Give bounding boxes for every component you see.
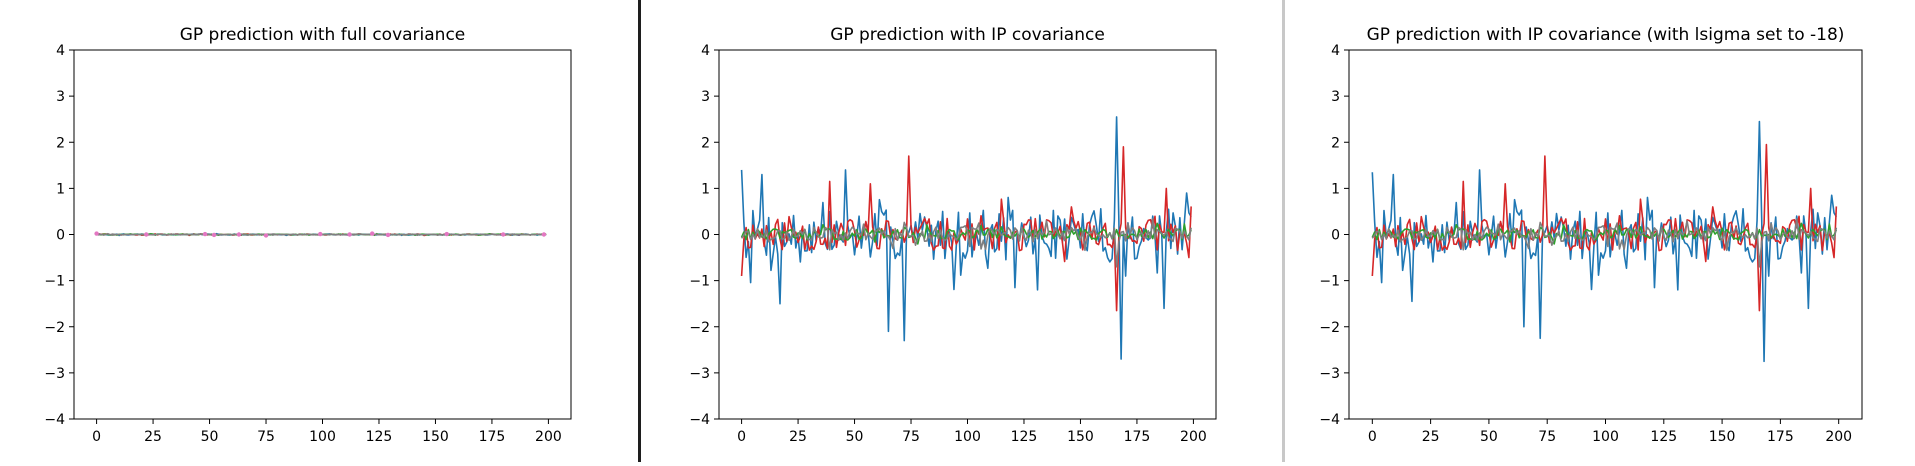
x-tick-label: 200 (1180, 429, 1207, 445)
x-tick-label: 175 (479, 429, 506, 445)
x-tick-label: 75 (257, 429, 275, 445)
y-tick-label: 0 (1331, 228, 1340, 244)
x-tick-label: 50 (846, 429, 864, 445)
y-tick-label: 4 (56, 43, 65, 59)
x-tick-label: 100 (1592, 429, 1619, 445)
x-tick-label: 150 (422, 429, 449, 445)
data-point (202, 231, 208, 237)
x-tick-label: 50 (1480, 429, 1498, 445)
y-tick-label: 4 (701, 43, 710, 59)
y-tick-label: −1 (1319, 274, 1340, 290)
x-tick-label: 200 (1825, 429, 1852, 445)
x-tick-label: 100 (954, 429, 981, 445)
data-point (211, 232, 217, 238)
chart-panel-1: GP prediction with full covariance −4 −3 −2… (0, 0, 640, 462)
y-tick-label: 2 (1331, 135, 1340, 151)
y-tick-label: −1 (689, 274, 710, 290)
data-point (370, 231, 375, 236)
y-tick-label: 3 (56, 89, 65, 105)
y-tick-label: −4 (689, 412, 710, 428)
data-point (94, 231, 99, 236)
y-tick-label: −3 (44, 366, 65, 382)
x-tick-label: 175 (1767, 429, 1794, 445)
series-line-4 (1371, 218, 1838, 268)
x-tick-label: 0 (92, 429, 101, 445)
x-tick-label: 150 (1709, 429, 1736, 445)
y-tick-label: −4 (1319, 412, 1340, 428)
x-tick-label: 125 (1011, 429, 1038, 445)
data-point (385, 232, 391, 238)
data-point (318, 231, 323, 237)
x-tick-label: 125 (366, 429, 393, 445)
chart-2: GP prediction with IP covariance −4 −3 −2 −1… (689, 25, 1217, 445)
series-line-4 (740, 218, 1192, 268)
y-tick-label: 1 (56, 181, 65, 197)
chart-panel-3: GP prediction with IP covariance (with l… (1289, 0, 1915, 462)
data-point (541, 232, 547, 237)
y-tick-label: −3 (1319, 366, 1340, 382)
data-point (501, 232, 506, 237)
y-tick-label: −1 (44, 274, 65, 290)
x-tick-label: 150 (1067, 429, 1094, 445)
panel-divider[interactable] (638, 0, 641, 462)
x-tick-label: 0 (737, 429, 746, 445)
y-tick-label: 0 (56, 228, 65, 244)
chart-1: GP prediction with full covariance −4 −3 −2… (44, 25, 572, 445)
x-tick-label: 25 (789, 429, 807, 445)
y-tick-label: 2 (56, 135, 65, 151)
panel-divider[interactable] (1282, 0, 1285, 462)
data-point (263, 233, 269, 238)
y-tick-label: −2 (1319, 320, 1340, 336)
x-tick-label: 25 (144, 429, 162, 445)
y-tick-label: 1 (701, 181, 710, 197)
x-tick-label: 175 (1124, 429, 1151, 445)
chart-panel-2: GP prediction with IP covariance −4 −3 −2 −1… (645, 0, 1285, 462)
chart-title: GP prediction with IP covariance (830, 25, 1105, 45)
x-tick-label: 200 (535, 429, 562, 445)
y-tick-label: 3 (701, 89, 710, 105)
y-tick-label: 0 (701, 228, 710, 244)
chart-title: GP prediction with IP covariance (with l… (1367, 25, 1845, 45)
y-tick-label: 1 (1331, 181, 1340, 197)
x-tick-label: 0 (1368, 429, 1377, 445)
y-tick-label: −3 (689, 366, 710, 382)
data-point (144, 232, 149, 237)
chart-title: GP prediction with full covariance (180, 25, 466, 45)
data-point (236, 232, 242, 237)
x-tick-label: 75 (1538, 429, 1556, 445)
data-point (347, 232, 352, 237)
x-tick-label: 125 (1650, 429, 1677, 445)
x-tick-label: 50 (201, 429, 219, 445)
y-tick-label: 2 (701, 135, 710, 151)
y-tick-label: −2 (689, 320, 710, 336)
x-tick-label: 75 (902, 429, 920, 445)
y-tick-label: −2 (44, 320, 65, 336)
x-tick-label: 100 (309, 429, 336, 445)
data-point (444, 231, 449, 237)
chart-3: GP prediction with IP covariance (with l… (1319, 25, 1863, 445)
y-tick-label: −4 (44, 412, 65, 428)
y-tick-label: 4 (1331, 43, 1340, 59)
y-tick-label: 3 (1331, 89, 1340, 105)
x-tick-label: 25 (1422, 429, 1440, 445)
